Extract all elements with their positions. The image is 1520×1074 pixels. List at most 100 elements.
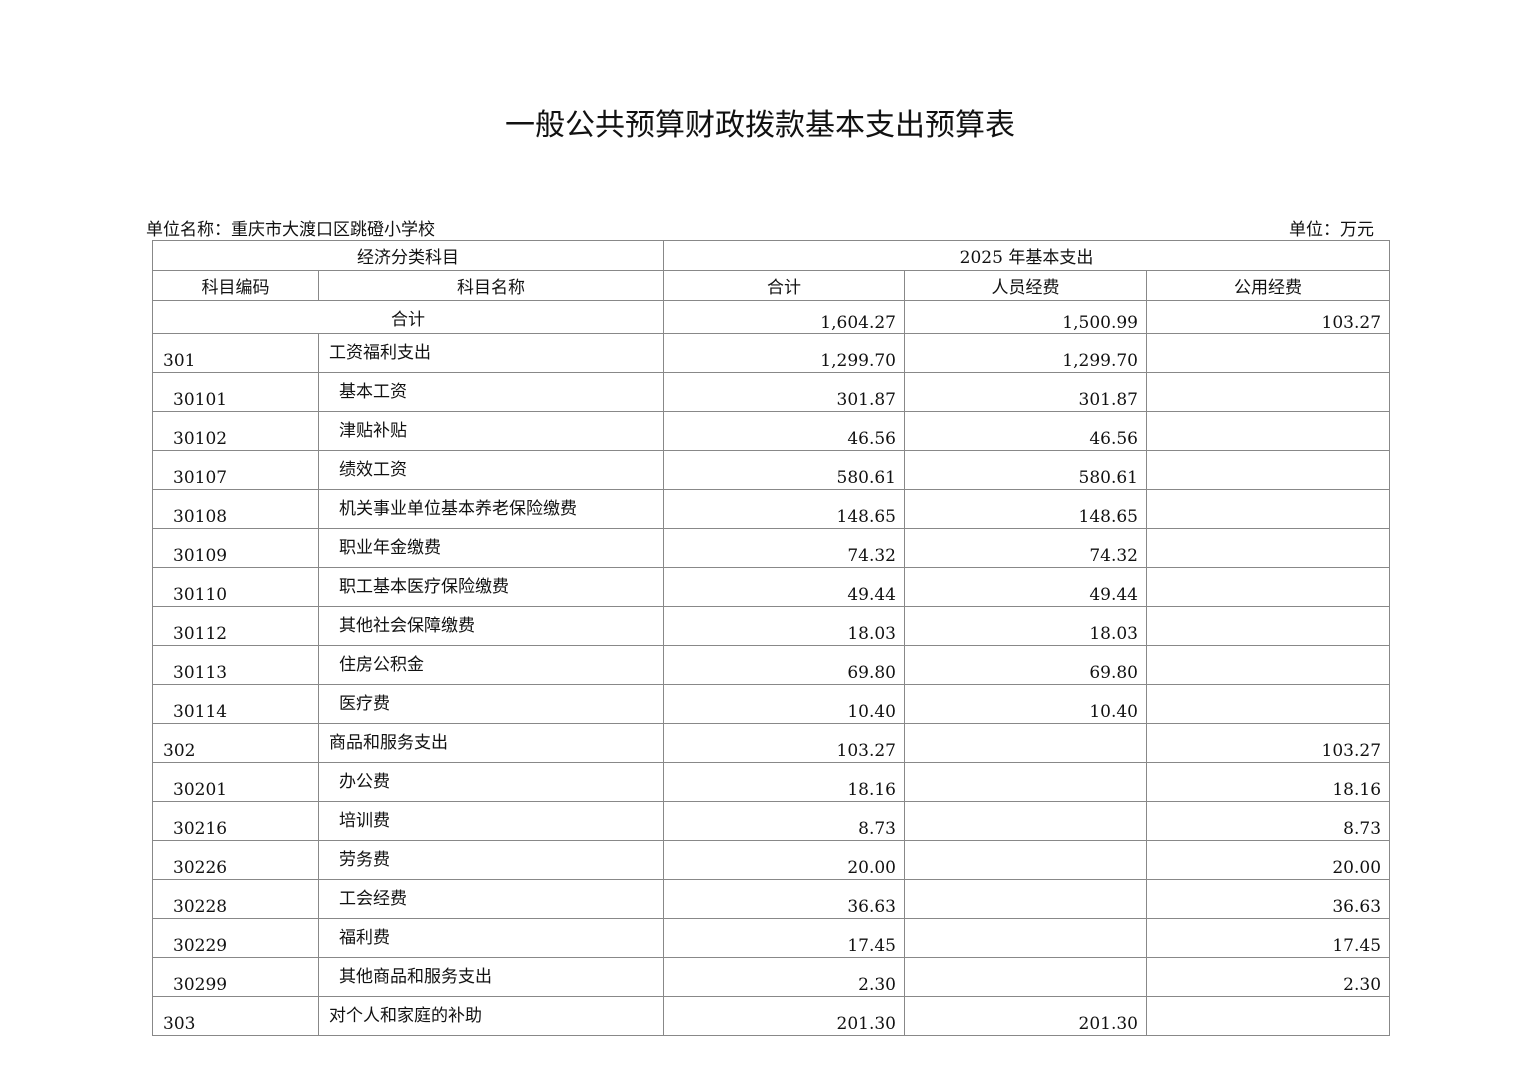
row-personnel — [904, 840, 1147, 880]
total-label: 合计 — [152, 300, 664, 334]
row-personnel: 301.87 — [904, 372, 1147, 412]
header-name: 科目名称 — [318, 270, 664, 301]
row-code: 30113 — [152, 645, 319, 685]
header-total: 合计 — [663, 270, 905, 301]
row-personnel: 580.61 — [904, 450, 1147, 490]
row-total: 148.65 — [663, 489, 905, 529]
row-personnel — [904, 918, 1147, 958]
row-total: 10.40 — [663, 684, 905, 724]
table-row: 30201 办公费 18.16 18.16 — [152, 762, 1391, 802]
table-row: 30299 其他商品和服务支出 2.30 2.30 — [152, 957, 1391, 997]
row-code: 303 — [152, 996, 319, 1036]
row-public — [1145, 567, 1391, 607]
row-personnel — [904, 762, 1147, 802]
row-public — [1145, 528, 1391, 568]
row-total: 18.03 — [663, 606, 905, 646]
header-economic-classification: 经济分类科目 — [152, 240, 664, 271]
header-code: 科目编码 — [152, 270, 319, 301]
row-public: 20.00 — [1145, 840, 1391, 880]
row-total: 20.00 — [663, 840, 905, 880]
currency-unit-label: 单位：万元 — [1289, 220, 1374, 240]
table-row: 30228 工会经费 36.63 36.63 — [152, 879, 1391, 919]
row-code: 30299 — [152, 957, 319, 997]
row-total: 301.87 — [663, 372, 905, 412]
row-public: 103.27 — [1145, 723, 1391, 763]
header-row-columns: 科目编码 科目名称 合计 人员经费 公用经费 — [152, 270, 1391, 301]
row-personnel: 148.65 — [904, 489, 1147, 529]
row-code: 30101 — [152, 372, 319, 412]
row-name: 住房公积金 — [318, 645, 664, 685]
row-public — [1145, 411, 1391, 451]
row-total: 2.30 — [663, 957, 905, 997]
row-public — [1145, 450, 1391, 490]
table-row: 30110 职工基本医疗保险缴费 49.44 49.44 — [152, 567, 1391, 607]
table-row: 30114 医疗费 10.40 10.40 — [152, 684, 1391, 724]
row-code: 30226 — [152, 840, 319, 880]
unit-name-label: 单位名称：重庆市大渡口区跳磴小学校 — [146, 220, 435, 240]
row-total: 49.44 — [663, 567, 905, 607]
row-name: 其他商品和服务支出 — [318, 957, 664, 997]
table-row: 302 商品和服务支出 103.27 103.27 — [152, 723, 1391, 763]
row-name: 培训费 — [318, 801, 664, 841]
row-code: 30201 — [152, 762, 319, 802]
row-name: 对个人和家庭的补助 — [318, 996, 664, 1036]
row-name: 职业年金缴费 — [318, 528, 664, 568]
row-name: 基本工资 — [318, 372, 664, 412]
page-title: 一般公共预算财政拨款基本支出预算表 — [505, 108, 1015, 143]
row-public: 36.63 — [1145, 879, 1391, 919]
row-public — [1145, 645, 1391, 685]
row-personnel — [904, 801, 1147, 841]
table-row: 30107 绩效工资 580.61 580.61 — [152, 450, 1391, 490]
row-total: 201.30 — [663, 996, 905, 1036]
total-personnel: 1,500.99 — [904, 300, 1147, 334]
row-public — [1145, 684, 1391, 724]
row-name: 工资福利支出 — [318, 333, 664, 373]
row-code: 30216 — [152, 801, 319, 841]
table-row: 301 工资福利支出 1,299.70 1,299.70 — [152, 333, 1391, 373]
table-row: 30113 住房公积金 69.80 69.80 — [152, 645, 1391, 685]
table-row: 30108 机关事业单位基本养老保险缴费 148.65 148.65 — [152, 489, 1391, 529]
row-code: 30112 — [152, 606, 319, 646]
row-total: 103.27 — [663, 723, 905, 763]
row-personnel — [904, 723, 1147, 763]
row-personnel: 201.30 — [904, 996, 1147, 1036]
total-row: 合计 1,604.27 1,500.99 103.27 — [152, 300, 1391, 334]
row-total: 69.80 — [663, 645, 905, 685]
row-code: 30109 — [152, 528, 319, 568]
row-code: 30108 — [152, 489, 319, 529]
row-code: 30107 — [152, 450, 319, 490]
table-row: 303 对个人和家庭的补助 201.30 201.30 — [152, 996, 1391, 1036]
table-row: 30101 基本工资 301.87 301.87 — [152, 372, 1391, 412]
header-basic-expenditure-2025: 2025 年基本支出 — [662, 240, 1391, 271]
row-name: 工会经费 — [318, 879, 664, 919]
row-personnel: 46.56 — [904, 411, 1147, 451]
row-code: 30114 — [152, 684, 319, 724]
row-public — [1145, 333, 1391, 373]
row-name: 职工基本医疗保险缴费 — [318, 567, 664, 607]
table-row: 30226 劳务费 20.00 20.00 — [152, 840, 1391, 880]
header-row-group: 经济分类科目 2025 年基本支出 — [152, 240, 1391, 271]
row-personnel: 74.32 — [904, 528, 1147, 568]
row-public: 2.30 — [1145, 957, 1391, 997]
row-name: 机关事业单位基本养老保险缴费 — [318, 489, 664, 529]
header-public: 公用经费 — [1145, 270, 1391, 301]
row-total: 1,299.70 — [663, 333, 905, 373]
row-name: 其他社会保障缴费 — [318, 606, 664, 646]
row-total: 8.73 — [663, 801, 905, 841]
row-personnel: 69.80 — [904, 645, 1147, 685]
row-total: 46.56 — [663, 411, 905, 451]
row-total: 17.45 — [663, 918, 905, 958]
row-code: 302 — [152, 723, 319, 763]
row-total: 74.32 — [663, 528, 905, 568]
table-row: 30216 培训费 8.73 8.73 — [152, 801, 1391, 841]
row-public: 8.73 — [1145, 801, 1391, 841]
row-public — [1145, 489, 1391, 529]
row-code: 30110 — [152, 567, 319, 607]
row-name: 劳务费 — [318, 840, 664, 880]
row-public: 17.45 — [1145, 918, 1391, 958]
row-name: 办公费 — [318, 762, 664, 802]
row-public — [1145, 996, 1391, 1036]
row-code: 301 — [152, 333, 319, 373]
row-name: 津贴补贴 — [318, 411, 664, 451]
total-amount: 1,604.27 — [663, 300, 905, 334]
